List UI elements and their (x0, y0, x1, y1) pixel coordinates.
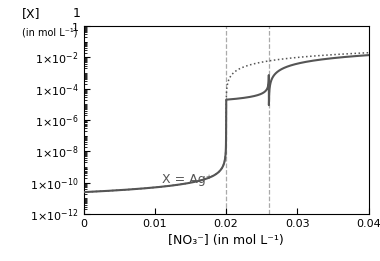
Text: [X]: [X] (22, 8, 41, 20)
Text: (in mol L⁻¹): (in mol L⁻¹) (22, 28, 78, 38)
Text: X = Ag⁺: X = Ag⁺ (162, 173, 212, 186)
X-axis label: [NO₃⁻] (in mol L⁻¹): [NO₃⁻] (in mol L⁻¹) (168, 234, 284, 247)
Text: 1: 1 (72, 8, 80, 20)
